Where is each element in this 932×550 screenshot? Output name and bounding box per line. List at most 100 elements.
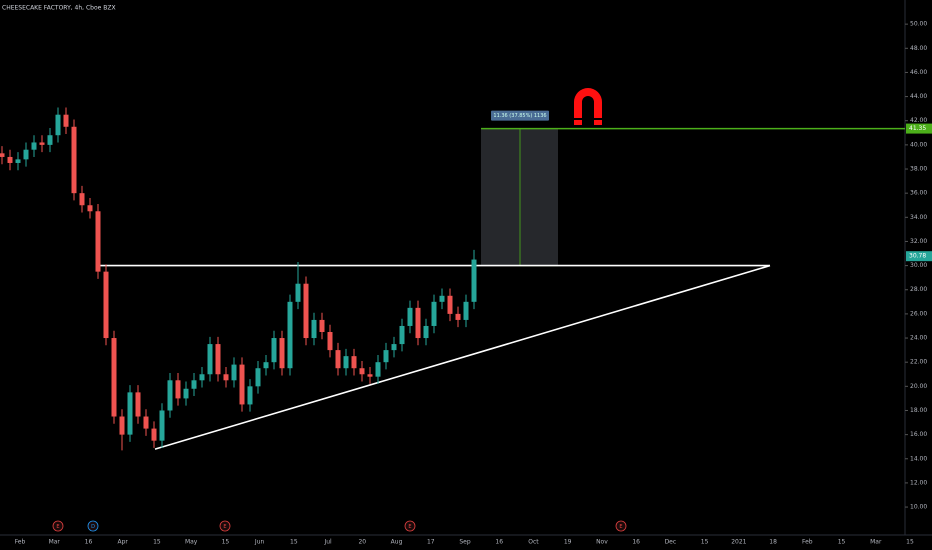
candle-body xyxy=(127,392,133,435)
candle-body xyxy=(375,362,381,377)
x-tick-label: Mar xyxy=(870,539,882,546)
candle-body xyxy=(455,313,461,320)
x-tick-label: Jun xyxy=(254,539,265,546)
y-tick-label: 28.00 xyxy=(910,286,927,293)
candle-body xyxy=(79,193,85,206)
y-tick-label: 50.00 xyxy=(910,21,927,28)
x-tick-label: Feb xyxy=(15,539,26,546)
candle-body xyxy=(71,126,77,194)
y-tick-label: 18.00 xyxy=(910,407,927,414)
event-label: E xyxy=(619,524,622,530)
candle-body xyxy=(319,319,325,333)
y-tick-label: 12.00 xyxy=(910,479,927,486)
candle-body xyxy=(143,416,149,429)
y-tick-label: 34.00 xyxy=(910,214,927,221)
x-tick-label: Apr xyxy=(117,539,128,546)
candle-body xyxy=(287,301,293,369)
last-price-label: 30.78 xyxy=(909,253,926,260)
x-tick-label: Aug xyxy=(391,539,403,546)
y-tick-label: 30.00 xyxy=(910,262,927,269)
event-marker xyxy=(219,520,231,532)
candle-body xyxy=(271,338,277,363)
candle-body xyxy=(95,211,101,272)
y-tick-label: 48.00 xyxy=(910,45,927,52)
candle-body xyxy=(159,410,165,441)
y-tick-label: 24.00 xyxy=(910,335,927,342)
x-tick-label: 15 xyxy=(153,539,161,546)
candle-body xyxy=(111,338,117,417)
event-label: E xyxy=(223,524,226,530)
y-tick-label: 22.00 xyxy=(910,359,927,366)
x-tick-label: 16 xyxy=(632,539,640,546)
y-tick-label: 40.00 xyxy=(910,141,927,148)
x-tick-label: Dec xyxy=(665,539,677,546)
event-label: D xyxy=(91,524,95,530)
candle-body xyxy=(23,149,29,160)
y-tick-label: 42.00 xyxy=(910,117,927,124)
candle-body xyxy=(335,350,341,369)
position-label-bg xyxy=(491,110,549,121)
candle-body xyxy=(391,344,397,351)
x-tick-label: 2021 xyxy=(731,539,746,546)
candle-body xyxy=(7,156,13,163)
candle-body xyxy=(295,283,301,302)
candle-body xyxy=(39,142,45,145)
candle-body xyxy=(167,380,173,411)
candle-body xyxy=(15,159,21,163)
y-tick-label: 38.00 xyxy=(910,166,927,173)
candle-body xyxy=(327,332,333,351)
x-tick-label: Oct xyxy=(528,539,539,546)
y-tick-label: 16.00 xyxy=(910,431,927,438)
candle-body xyxy=(263,362,269,369)
candle-body xyxy=(279,338,285,369)
y-tick-label: 20.00 xyxy=(910,383,927,390)
candle-body xyxy=(383,350,389,363)
candle-body xyxy=(343,356,349,369)
candle-body xyxy=(255,368,261,387)
candle-body xyxy=(199,374,205,381)
y-tick-label: 10.00 xyxy=(910,504,927,511)
x-tick-label: 15 xyxy=(222,539,230,546)
candle-body xyxy=(55,114,61,136)
candle-body xyxy=(47,135,53,145)
position-box xyxy=(481,128,558,266)
candle-body xyxy=(0,153,5,157)
x-tick-label: 17 xyxy=(427,539,435,546)
chart-title: CHEESECAKE FACTORY, 4h, Cboe BZX xyxy=(2,5,116,12)
candle-body xyxy=(119,416,125,435)
candle-body xyxy=(31,142,37,150)
x-tick-label: 18 xyxy=(769,539,777,546)
x-tick-label: Jul xyxy=(323,539,332,546)
x-tick-label: Feb xyxy=(802,539,813,546)
candle-body xyxy=(311,319,317,339)
x-tick-label: 15 xyxy=(906,539,914,546)
candle-body xyxy=(399,325,405,345)
target-price-label: 41.35 xyxy=(909,125,926,132)
candle-body xyxy=(471,259,477,302)
y-tick-label: 26.00 xyxy=(910,310,927,317)
x-tick-label: Mar xyxy=(49,539,61,546)
candle-body xyxy=(407,307,413,326)
x-tick-label: May xyxy=(185,539,198,546)
candle-body xyxy=(431,301,437,326)
x-tick-label: 20 xyxy=(358,539,366,546)
candle-body xyxy=(247,386,253,405)
candle-body xyxy=(151,428,157,441)
candle-body xyxy=(231,364,237,381)
candle-body xyxy=(63,114,69,127)
y-tick-label: 14.00 xyxy=(910,455,927,462)
last-price-bg xyxy=(906,251,932,262)
candle-body xyxy=(447,295,453,314)
candle-body xyxy=(87,205,93,212)
x-tick-label: 16 xyxy=(85,539,93,546)
candle-body xyxy=(223,374,229,381)
event-marker xyxy=(52,520,64,532)
target-price-bg xyxy=(906,123,932,134)
candle-body xyxy=(351,356,357,369)
candle-body xyxy=(367,374,373,377)
x-tick-label: Sep xyxy=(459,539,471,546)
event-marker xyxy=(87,520,99,532)
candle-body xyxy=(423,325,429,339)
